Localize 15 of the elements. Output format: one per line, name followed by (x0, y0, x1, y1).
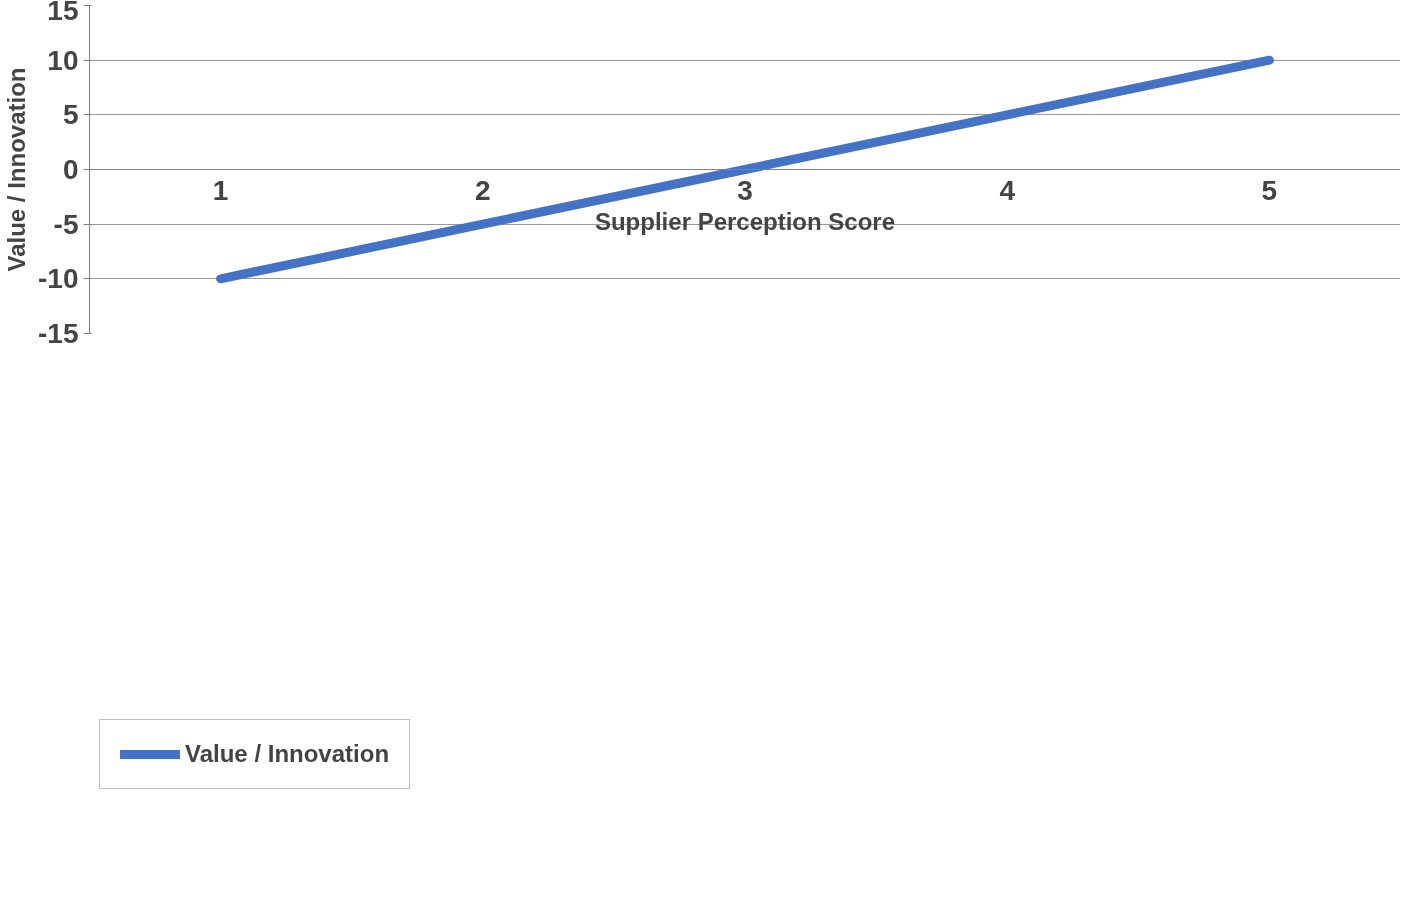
y-tick-label: 10 (47, 44, 79, 76)
y-axis-title: Value / Innovation (3, 67, 31, 272)
y-tick-label: -10 (38, 263, 79, 295)
x-tick-label: 3 (737, 174, 753, 206)
x-axis-title: Supplier Perception Score (594, 207, 896, 235)
y-tick-label: 0 (62, 154, 79, 185)
y-tick-label: 5 (62, 99, 79, 131)
legend-label: Value / Innovation (185, 740, 390, 768)
x-tick-label: 1 (212, 174, 229, 206)
x-tick-label: 2 (475, 174, 491, 206)
x-tick-label: 5 (1261, 174, 1278, 206)
y-tick-label: -5 (53, 208, 79, 240)
y-tick-label: -15 (38, 318, 79, 349)
y-tick-label: 15 (47, 0, 79, 26)
x-tick-label: 4 (999, 174, 1016, 206)
